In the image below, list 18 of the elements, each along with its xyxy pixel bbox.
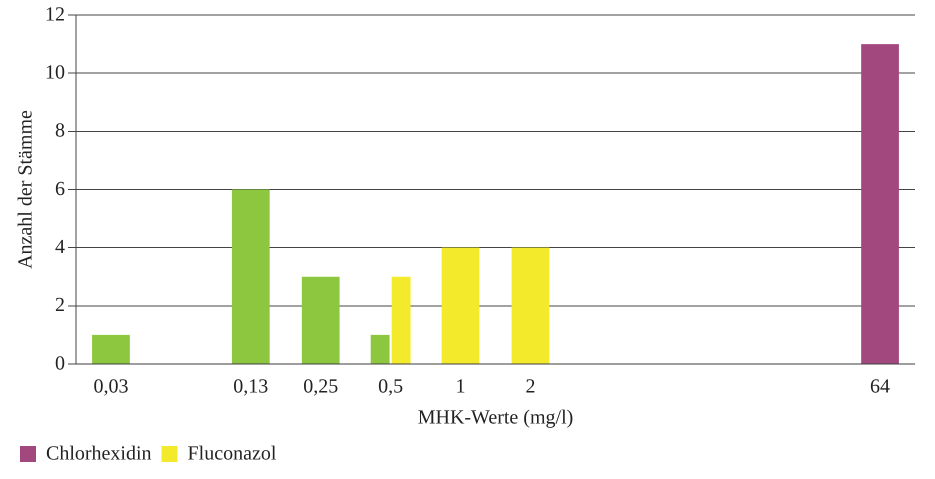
x-tick-label: 0,5 xyxy=(378,375,404,398)
y-tick-label: 2 xyxy=(55,294,65,316)
x-tick-label: 1 xyxy=(456,375,466,398)
x-tick-label: 2 xyxy=(525,375,536,398)
y-tick-label: 8 xyxy=(55,120,65,142)
y-tick-label: 0 xyxy=(55,352,65,374)
x-tick-label: 0,13 xyxy=(233,375,268,398)
x-tick-label: 0,03 xyxy=(93,375,128,398)
x-tick-label: 0,25 xyxy=(303,375,338,398)
y-tick-label: 4 xyxy=(55,236,65,258)
y-axis-title: Anzahl der Stämme xyxy=(14,110,36,269)
legend-label: Fluconazol xyxy=(188,442,277,464)
x-axis-title: MHK-Werte (mg/l) xyxy=(418,406,574,428)
x-tick-label: 64 xyxy=(870,375,890,398)
legend-label: Chlorhexidin xyxy=(46,442,152,464)
y-tick-label: 12 xyxy=(45,3,65,26)
y-tick-label: 6 xyxy=(55,178,65,200)
y-tick-label: 10 xyxy=(45,61,65,84)
